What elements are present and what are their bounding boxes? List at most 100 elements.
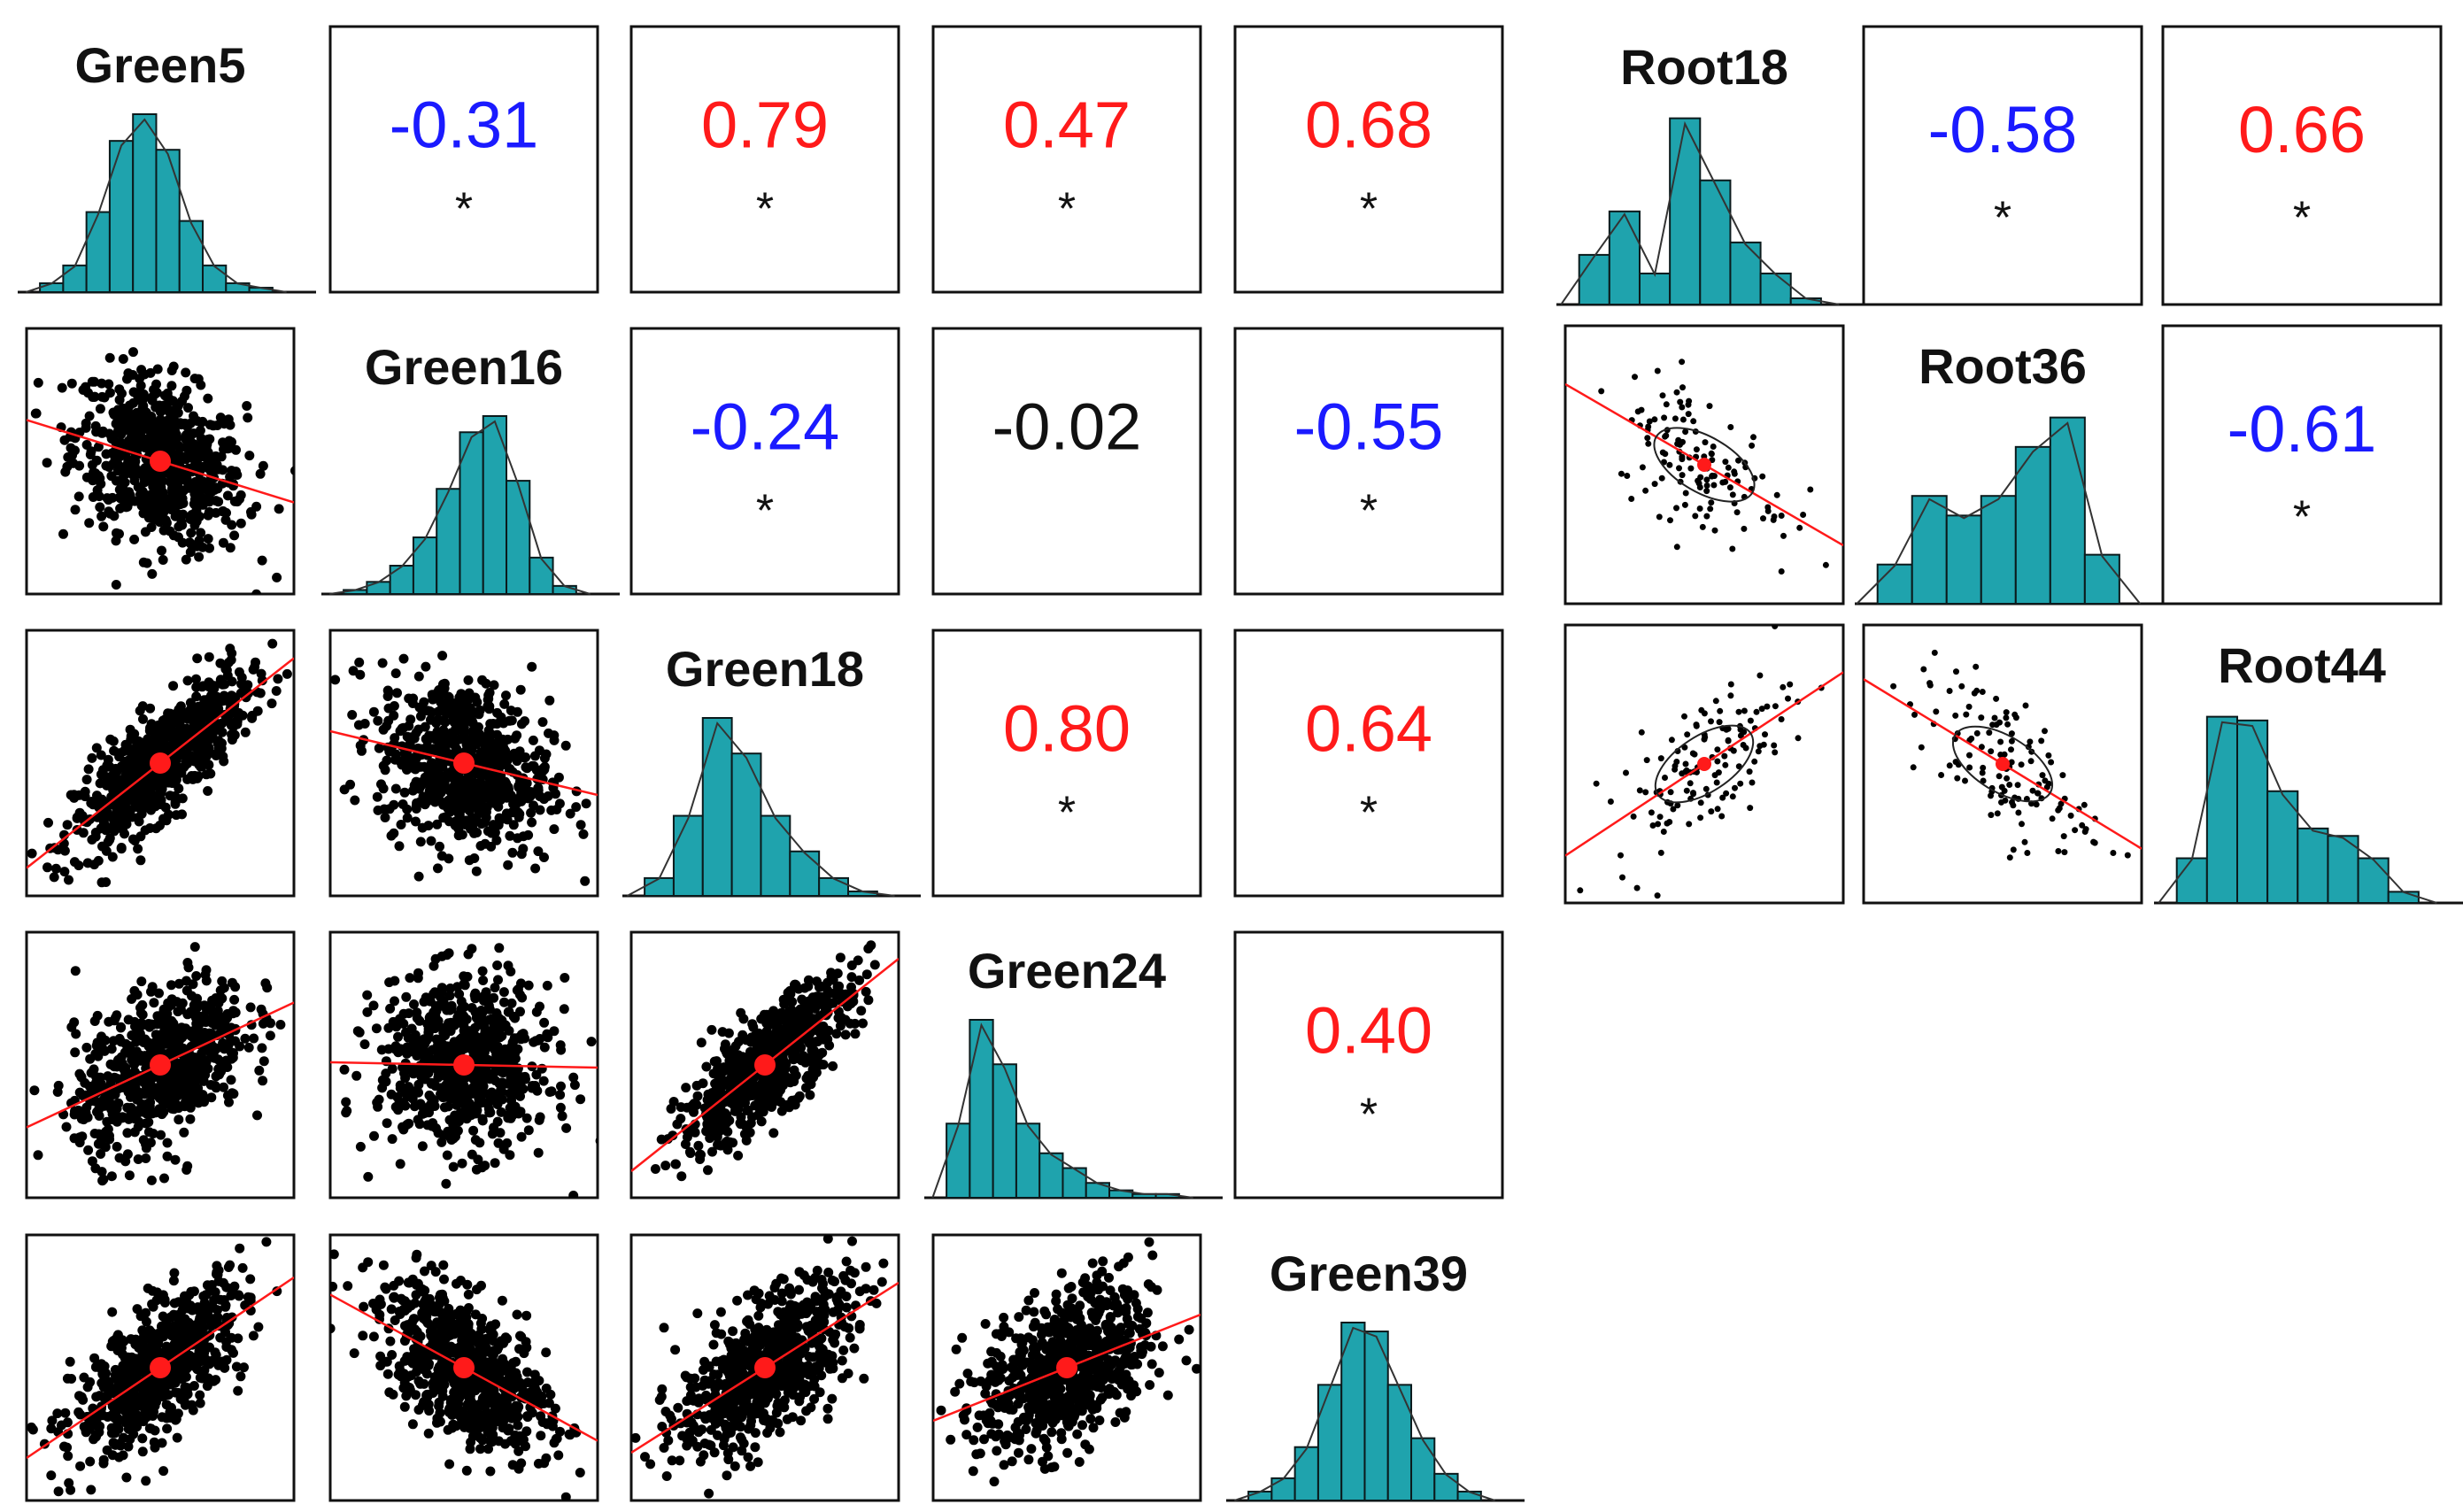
scatter-point xyxy=(828,1061,838,1071)
scatter-point xyxy=(391,1022,402,1032)
scatter-point xyxy=(405,973,415,984)
scatter-point xyxy=(196,380,206,390)
scatter-point xyxy=(233,1385,243,1396)
scatter-point xyxy=(137,800,148,811)
scatter-point xyxy=(193,1014,204,1024)
scatter-point xyxy=(117,406,127,417)
scatter-point xyxy=(863,995,874,1006)
scatter-point xyxy=(458,795,468,806)
scatter-point xyxy=(182,714,193,724)
scatter-point xyxy=(114,395,125,405)
scatter-point xyxy=(156,416,166,427)
scatter-point xyxy=(515,776,525,787)
scatter-point xyxy=(515,1034,526,1045)
scatter-point xyxy=(660,1161,671,1171)
scatter-point xyxy=(546,805,557,815)
scatter-point xyxy=(136,319,146,328)
scatter-point xyxy=(735,1062,745,1072)
scatter-point xyxy=(150,432,160,443)
scatter-point xyxy=(60,467,71,477)
scatter-point xyxy=(452,703,462,714)
scatter-point xyxy=(359,1039,370,1050)
scatter-point xyxy=(70,966,81,976)
scatter-point xyxy=(104,833,115,844)
scatter-point xyxy=(708,1129,719,1139)
scatter-point xyxy=(130,1083,141,1093)
scatter-point xyxy=(698,1078,708,1089)
scatter-point xyxy=(490,1158,500,1169)
scatter-point xyxy=(314,637,324,647)
scatter-point xyxy=(76,1072,87,1083)
scatter-point xyxy=(478,976,489,985)
scatter-point xyxy=(533,783,544,794)
scatter-point xyxy=(169,1268,180,1278)
scatter-point xyxy=(840,1030,851,1040)
scatter-point xyxy=(106,1171,117,1182)
scatter-point xyxy=(81,418,91,428)
density-curve xyxy=(931,1022,1193,1199)
scatter-point xyxy=(776,1097,786,1107)
histogram-bar xyxy=(730,752,762,898)
scatter-point xyxy=(197,1048,207,1059)
scatter-point xyxy=(196,1055,206,1066)
scatter-point xyxy=(191,996,202,1007)
scatter-point xyxy=(92,1010,103,1021)
significance-star: * xyxy=(756,486,774,537)
variable-name: Green24 xyxy=(968,943,1166,999)
scatter-point xyxy=(831,1029,842,1039)
significance-star: * xyxy=(1360,1090,1378,1141)
scatter-point xyxy=(200,969,211,980)
scatter-point xyxy=(148,1301,158,1312)
scatter-point xyxy=(97,378,107,389)
scatter-point xyxy=(457,829,467,840)
scatter-point xyxy=(569,1080,580,1091)
scatter-point xyxy=(668,1130,678,1141)
scatter-point xyxy=(571,802,582,813)
scatter-point xyxy=(533,1147,544,1158)
correlation-value: -0.55 xyxy=(1294,390,1444,464)
scatter-point xyxy=(101,877,112,887)
scatter-point xyxy=(469,853,480,863)
scatter-point xyxy=(87,752,97,763)
scatter-point xyxy=(274,504,284,514)
scatter-point xyxy=(546,1086,557,1097)
scatter-point xyxy=(805,1090,815,1100)
scatter-point xyxy=(512,794,522,804)
scatter-point xyxy=(317,786,327,796)
panel-r0-c1: -0.31* xyxy=(328,25,599,294)
scatter-point xyxy=(203,786,213,796)
scatter-point xyxy=(106,434,117,444)
scatter-point xyxy=(378,783,389,794)
scatter-point xyxy=(127,812,137,822)
scatter-point xyxy=(52,1408,63,1419)
scatter-point xyxy=(442,920,452,930)
scatter-point xyxy=(433,863,443,874)
scatter-point xyxy=(186,528,197,538)
scatter-point xyxy=(795,1042,806,1053)
scatter-point xyxy=(76,1114,87,1124)
scatter-point xyxy=(369,1130,379,1141)
scatter-point xyxy=(399,1087,410,1098)
scatter-point xyxy=(95,404,105,414)
scatter-point xyxy=(121,1413,132,1423)
scatter-point xyxy=(758,1101,768,1112)
scatter-point xyxy=(142,1382,152,1392)
scatter-point xyxy=(544,695,555,706)
scatter-point xyxy=(99,1045,110,1056)
scatter-point xyxy=(398,799,408,809)
scatter-point xyxy=(168,361,179,372)
histogram-bar xyxy=(62,264,88,294)
scatter-point xyxy=(66,443,76,453)
scatter-point xyxy=(696,1038,706,1048)
scatter-point xyxy=(351,1070,362,1081)
scatter-point xyxy=(71,1029,81,1039)
scatter-point xyxy=(471,866,482,876)
scatter-point xyxy=(835,953,845,963)
scatter-point xyxy=(407,698,418,708)
scatter-point xyxy=(162,1423,173,1434)
scatter-point xyxy=(482,787,492,798)
scatter-point xyxy=(158,1290,168,1300)
scatter-point xyxy=(133,1122,143,1132)
panel-r0-c3: 0.47* xyxy=(931,25,1202,294)
scatter-point xyxy=(132,1422,143,1432)
